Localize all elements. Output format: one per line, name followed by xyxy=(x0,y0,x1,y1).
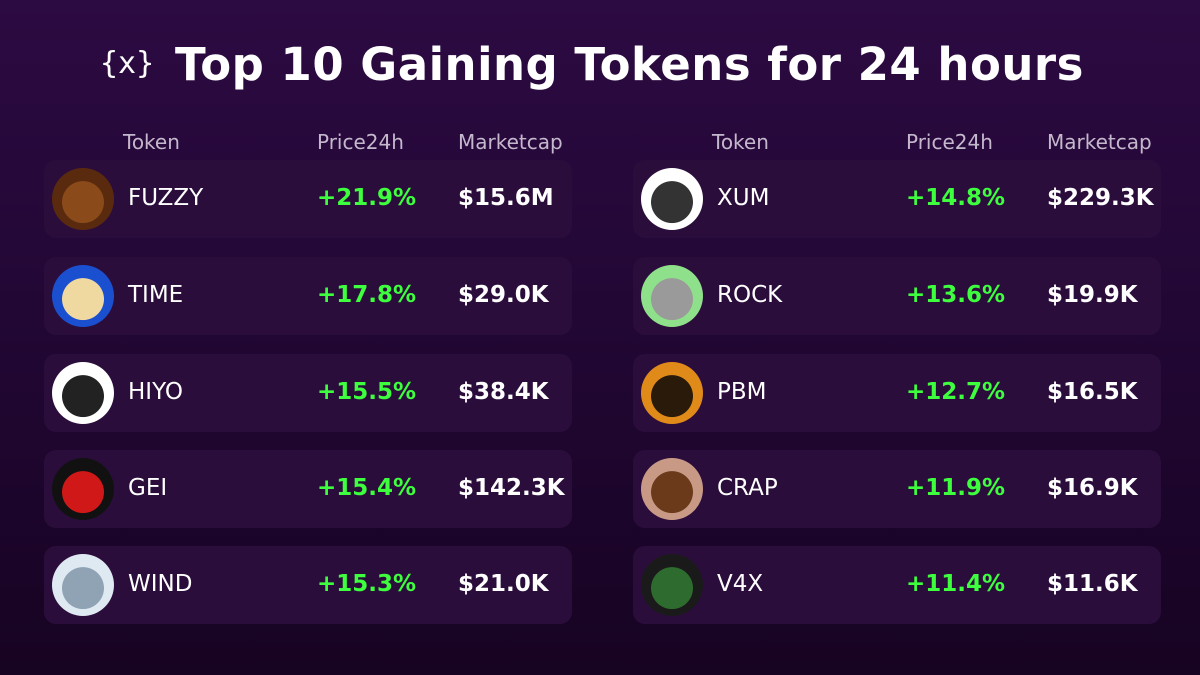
price-change: +11.4% xyxy=(906,571,1006,597)
logo: {x} xyxy=(100,46,155,81)
price-change: +15.4% xyxy=(317,475,417,501)
row xyxy=(44,450,572,528)
token-icon xyxy=(641,168,703,230)
token-name: TIME xyxy=(128,282,184,308)
row xyxy=(44,354,572,432)
row xyxy=(633,546,1161,624)
marketcap: $15.6M xyxy=(458,185,554,211)
column-header: Token xyxy=(712,130,769,154)
token-icon xyxy=(52,362,114,424)
token-name: FUZZY xyxy=(128,185,204,211)
row xyxy=(633,450,1161,528)
marketcap: $142.3K xyxy=(458,475,565,501)
token-icon xyxy=(641,554,703,616)
price-change: +11.9% xyxy=(906,475,1006,501)
price-change: +17.8% xyxy=(317,282,417,308)
marketcap: $16.9K xyxy=(1047,475,1138,501)
price-change: +13.6% xyxy=(906,282,1006,308)
price-change: +15.5% xyxy=(317,379,417,405)
token-name: PBM xyxy=(717,379,767,405)
token-name: V4X xyxy=(717,571,764,597)
marketcap: $29.0K xyxy=(458,282,549,308)
token-icon xyxy=(52,458,114,520)
column-header: Price24h xyxy=(906,130,993,154)
token-icon xyxy=(52,554,114,616)
token-name: ROCK xyxy=(717,282,783,308)
token-icon xyxy=(52,168,114,230)
marketcap: $229.3K xyxy=(1047,185,1154,211)
token-name: GEI xyxy=(128,475,168,501)
token-name: XUM xyxy=(717,185,770,211)
row xyxy=(633,160,1161,238)
token-icon xyxy=(641,458,703,520)
column-header: Token xyxy=(123,130,180,154)
column-header: Marketcap xyxy=(458,130,563,154)
token-icon xyxy=(641,362,703,424)
marketcap: $21.0K xyxy=(458,571,549,597)
row xyxy=(44,546,572,624)
row xyxy=(44,257,572,335)
token-name: WIND xyxy=(128,571,193,597)
price-change: +21.9% xyxy=(317,185,417,211)
row xyxy=(44,160,572,238)
marketcap: $19.9K xyxy=(1047,282,1138,308)
title: Top 10 Gaining Tokens for 24 hours xyxy=(175,38,1084,91)
marketcap: $16.5K xyxy=(1047,379,1138,405)
token-name: HIYO xyxy=(128,379,183,405)
marketcap: $11.6K xyxy=(1047,571,1138,597)
column-header: Price24h xyxy=(317,130,404,154)
token-icon xyxy=(52,265,114,327)
token-icon xyxy=(641,265,703,327)
price-change: +14.8% xyxy=(906,185,1006,211)
marketcap: $38.4K xyxy=(458,379,549,405)
column-header: Marketcap xyxy=(1047,130,1152,154)
price-change: +12.7% xyxy=(906,379,1006,405)
row xyxy=(633,257,1161,335)
token-name: CRAP xyxy=(717,475,778,501)
price-change: +15.3% xyxy=(317,571,417,597)
row xyxy=(633,354,1161,432)
